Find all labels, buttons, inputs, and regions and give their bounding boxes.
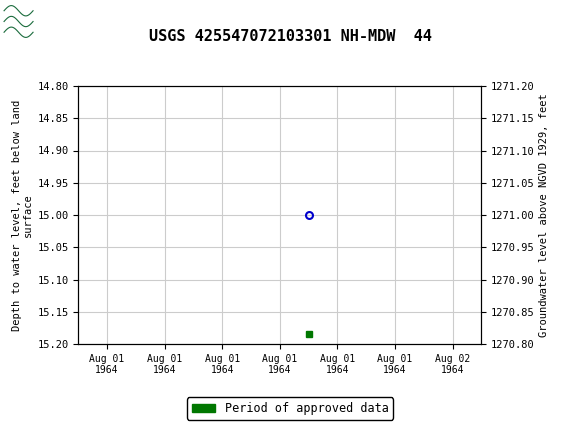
Text: USGS 425547072103301 NH-MDW  44: USGS 425547072103301 NH-MDW 44	[148, 29, 432, 44]
Text: USGS: USGS	[39, 12, 95, 31]
Y-axis label: Groundwater level above NGVD 1929, feet: Groundwater level above NGVD 1929, feet	[539, 93, 549, 337]
Y-axis label: Depth to water level, feet below land
surface: Depth to water level, feet below land su…	[12, 99, 33, 331]
FancyBboxPatch shape	[3, 3, 35, 40]
Legend: Period of approved data: Period of approved data	[187, 397, 393, 420]
